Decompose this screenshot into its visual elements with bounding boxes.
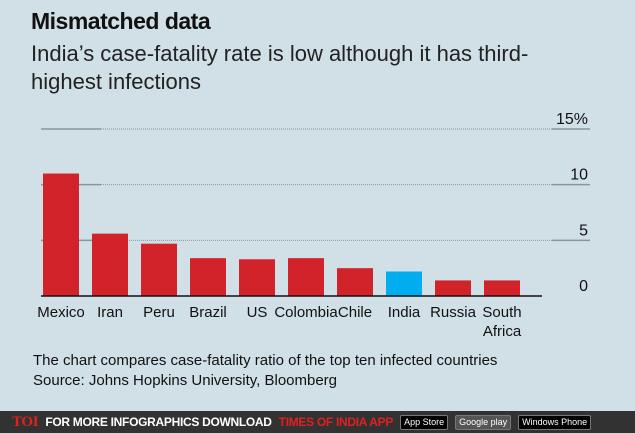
x-tick-label: India: [388, 304, 421, 321]
footer-text: FOR MORE INFOGRAPHICS DOWNLOAD: [45, 415, 272, 429]
app-store-button[interactable]: App Store: [400, 414, 449, 430]
chart-title: Mismatched data: [31, 8, 211, 34]
bar-india: [386, 271, 422, 296]
bar-mexico: [43, 173, 79, 296]
chart-notes: The chart compares case-fatality ratio o…: [33, 351, 497, 391]
y-tick-label: 0: [579, 278, 588, 295]
x-tick-label: Peru: [143, 304, 175, 321]
x-tick-label: Iran: [97, 304, 123, 321]
x-tick-label: Brazil: [189, 304, 227, 321]
bar-chile: [337, 268, 373, 296]
footer-app-name[interactable]: TIMES OF INDIA APP: [278, 415, 394, 429]
bar-us: [239, 259, 275, 296]
bar-chart: 0 5 10 15% Mexico Iran Peru Brazil US Colombia Chi…: [37, 111, 590, 340]
y-tick-label: 10: [570, 167, 588, 184]
x-tick-label: Russia: [430, 304, 477, 321]
y-tick-label: 15%: [556, 111, 588, 128]
chart-note: The chart compares case-fatality ratio o…: [33, 352, 498, 369]
google-play-button[interactable]: Google play: [455, 414, 512, 430]
x-tick-label: Chile: [338, 304, 372, 321]
bar-peru: [141, 243, 177, 296]
chart-source: Source: Johns Hopkins University, Bloomb…: [33, 372, 338, 389]
windows-phone-button[interactable]: Windows Phone: [518, 414, 592, 430]
x-tick-label: Colombia: [274, 304, 338, 321]
bar-iran: [92, 233, 128, 296]
bar-south-africa: [484, 280, 520, 296]
y-tick-label: 5: [579, 222, 588, 239]
toi-logo: TOI: [12, 413, 39, 430]
chart-subtitle: India’s case-fatality rate is low althou…: [31, 41, 529, 94]
x-tick-label: US: [247, 304, 268, 321]
bar-brazil: [190, 258, 226, 296]
footer-banner: TOI FOR MORE INFOGRAPHICS DOWNLOAD TIMES…: [0, 411, 635, 433]
x-tick-label: South Africa: [482, 304, 521, 340]
x-tick-label: Mexico: [37, 304, 85, 321]
bar-colombia: [288, 258, 324, 296]
bar-russia: [435, 280, 471, 296]
